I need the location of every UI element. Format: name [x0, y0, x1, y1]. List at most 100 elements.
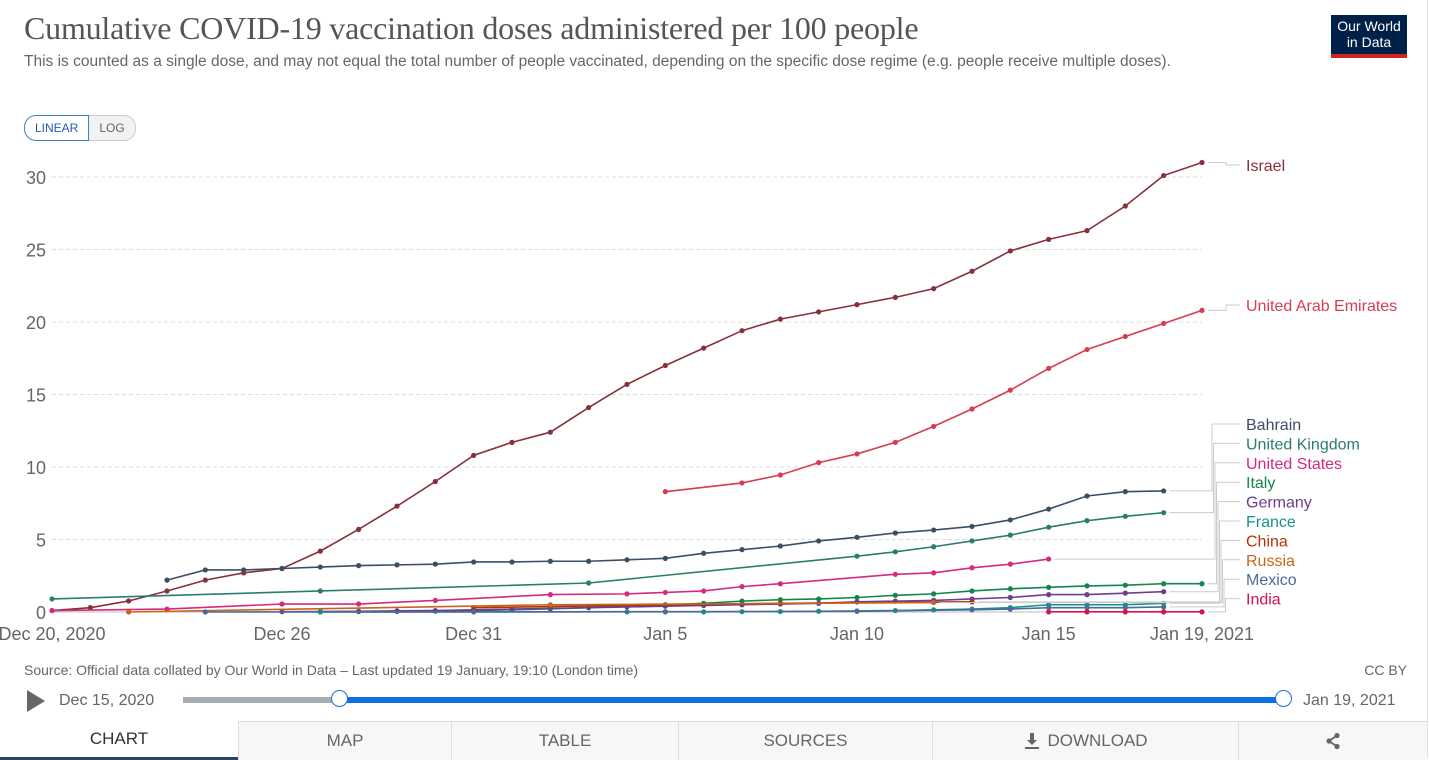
data-point: [1161, 320, 1167, 327]
data-point: [1161, 510, 1167, 516]
legend-connector: [939, 559, 1240, 604]
series-line-united-states: [51, 558, 1049, 612]
data-point: [931, 599, 937, 606]
legend-label-bahrain[interactable]: Bahrain: [1246, 417, 1301, 434]
data-point: [1161, 589, 1167, 595]
data-point: [1122, 582, 1128, 588]
chart-title: Cumulative COVID-19 vaccination doses ad…: [24, 10, 919, 46]
series-line-bahrain: [166, 490, 1164, 581]
data-point: [777, 581, 783, 587]
data-point: [854, 451, 860, 457]
data-point: [892, 549, 898, 555]
data-point: [164, 577, 170, 583]
data-point: [586, 404, 592, 411]
legend-connector: [977, 539, 1240, 603]
data-point: [1122, 333, 1128, 340]
timeline-end-handle[interactable]: [1275, 690, 1292, 707]
legend-label-united-arab-emirates[interactable]: United Arab Emirates: [1246, 298, 1397, 315]
data-point: [739, 547, 745, 553]
legend-label-russia[interactable]: Russia: [1246, 553, 1295, 570]
tab-label: MAP: [326, 731, 364, 750]
data-point: [279, 601, 285, 607]
timeline-slider[interactable]: [183, 697, 1283, 703]
data-point: [1046, 524, 1052, 530]
tab-map[interactable]: MAP: [238, 721, 451, 760]
data-point: [969, 268, 975, 274]
data-point: [892, 592, 898, 598]
y-tick-label: 0: [36, 603, 46, 623]
data-point: [662, 489, 668, 495]
data-point: [701, 345, 707, 351]
series-line-united-arab-emirates: [665, 309, 1203, 493]
data-point: [586, 558, 592, 564]
tab-label: CHART: [89, 729, 149, 748]
tab-sources[interactable]: SOURCES: [678, 721, 932, 760]
legend-label-israel[interactable]: Israel: [1246, 158, 1285, 175]
license-link[interactable]: CC BY: [1364, 662, 1407, 678]
data-point: [624, 557, 630, 563]
legend-label-germany[interactable]: Germany: [1246, 495, 1312, 512]
legend-connector: [1169, 501, 1240, 593]
legend-label-china[interactable]: China: [1246, 533, 1288, 550]
data-point: [931, 591, 937, 597]
data-point: [356, 526, 362, 532]
data-point: [126, 609, 132, 615]
data-point: [969, 588, 975, 594]
data-point: [509, 439, 515, 445]
legend-label-united-kingdom[interactable]: United Kingdom: [1246, 436, 1360, 453]
legend-connector: [1054, 462, 1240, 560]
data-point: [969, 607, 975, 613]
legend-connector: [1207, 598, 1240, 613]
data-point: [356, 601, 362, 607]
x-tick-label: Jan 5: [643, 624, 687, 644]
data-point: [854, 553, 860, 559]
data-point: [471, 559, 477, 565]
tab-share[interactable]: [1238, 721, 1427, 760]
data-point: [662, 555, 668, 561]
legend-label-france[interactable]: France: [1246, 514, 1296, 531]
share-icon: [1326, 732, 1340, 750]
data-point: [931, 544, 937, 550]
legend-label-italy[interactable]: Italy: [1246, 475, 1275, 492]
logo-line-1: Our World: [1337, 18, 1401, 34]
data-point: [892, 571, 898, 577]
data-point: [854, 608, 860, 614]
data-point: [1122, 590, 1128, 596]
data-point: [356, 563, 362, 569]
owid-logo[interactable]: Our World in Data: [1331, 15, 1407, 58]
data-point: [701, 550, 707, 556]
tab-table[interactable]: TABLE: [451, 721, 678, 760]
data-point: [432, 478, 438, 485]
x-tick-label: Dec 31: [445, 624, 502, 644]
data-point: [1046, 592, 1052, 598]
x-tick-label: Dec 26: [253, 624, 310, 644]
linear-scale-button[interactable]: LINEAR: [24, 115, 90, 141]
data-point: [739, 598, 745, 604]
data-point: [892, 439, 898, 445]
data-point: [854, 302, 860, 308]
data-point: [1046, 236, 1052, 242]
data-point: [662, 362, 668, 369]
data-point: [739, 480, 745, 486]
legend-label-united-states[interactable]: United States: [1246, 456, 1342, 473]
log-scale-button[interactable]: LOG: [89, 115, 136, 141]
series-line-germany: [281, 590, 1164, 613]
tab-label: TABLE: [538, 731, 592, 750]
legend-label-mexico[interactable]: Mexico: [1246, 572, 1297, 589]
timeline-start-handle[interactable]: [331, 690, 348, 707]
data-point: [1161, 172, 1167, 179]
data-point: [1007, 517, 1013, 523]
chart-subtitle: This is counted as a single dose, and ma…: [24, 53, 1171, 70]
data-point: [854, 594, 860, 601]
data-point: [87, 605, 93, 611]
legend-label-india[interactable]: India: [1246, 592, 1281, 609]
source-note: Source: Official data collated by Our Wo…: [24, 662, 639, 678]
tab-download[interactable]: DOWNLOAD: [932, 721, 1238, 760]
data-point: [1122, 609, 1128, 615]
data-point: [931, 527, 937, 533]
data-point: [1084, 518, 1090, 524]
timeline-start-label: Dec 15, 2020: [59, 692, 155, 709]
data-point: [202, 567, 208, 573]
play-icon[interactable]: [27, 690, 45, 712]
tab-chart[interactable]: CHART: [0, 721, 238, 760]
